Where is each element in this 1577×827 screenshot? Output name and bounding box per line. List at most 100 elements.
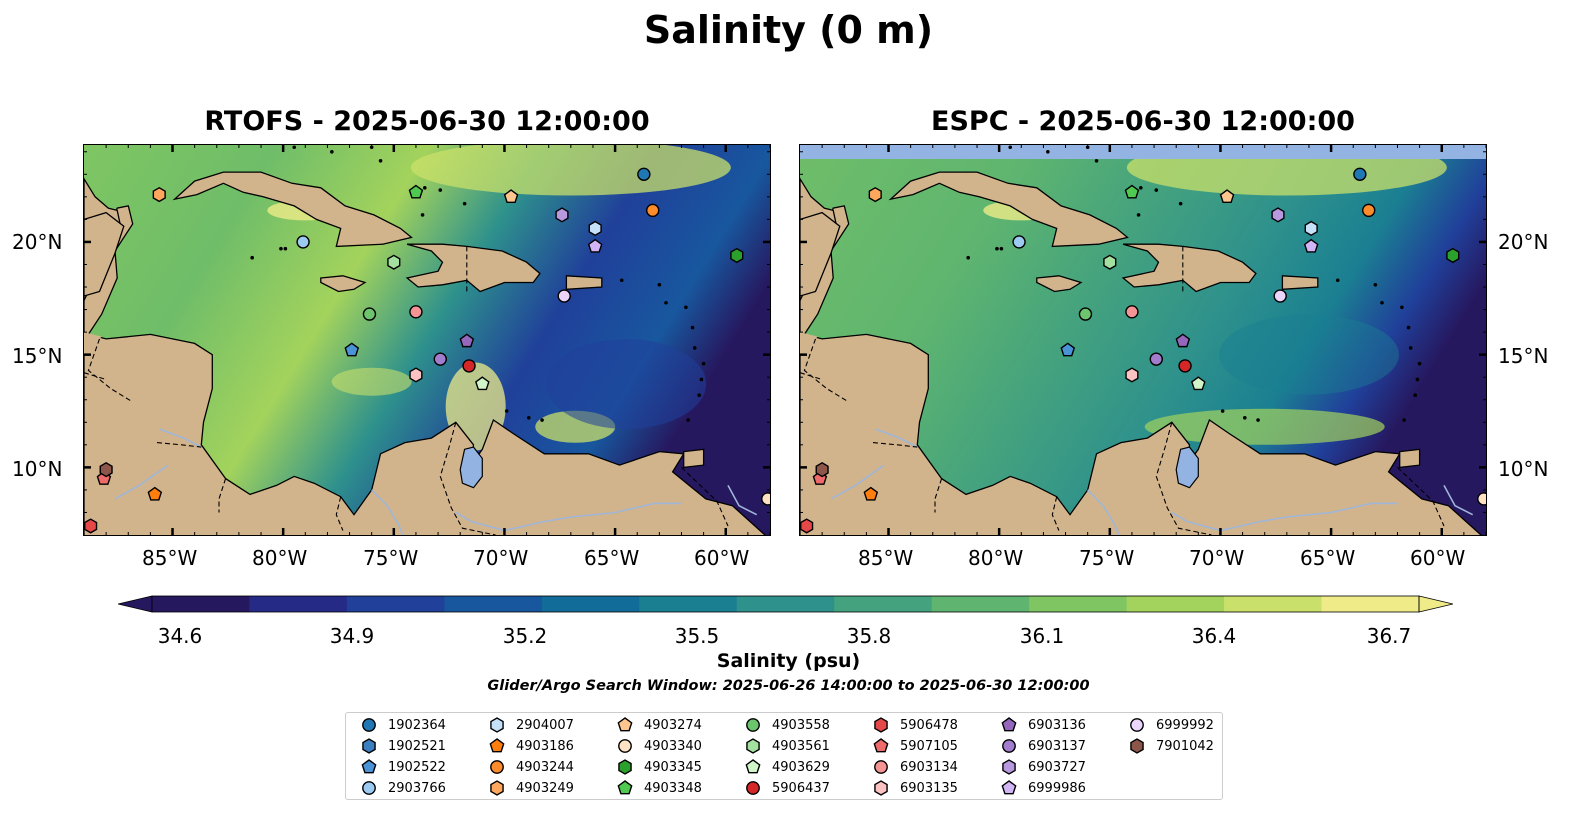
- legend-marker: [618, 759, 632, 775]
- map-panel-rtofs: [83, 144, 771, 536]
- small-island: [699, 377, 704, 382]
- legend-marker: [746, 781, 760, 795]
- legend-item: 4903348: [616, 778, 702, 798]
- land-yucatan-peninsula: [84, 211, 125, 297]
- colorbar-tick: 36.1: [1019, 624, 1065, 648]
- small-island: [1413, 393, 1417, 398]
- small-island: [995, 246, 999, 251]
- land-hispaniola: [1121, 243, 1257, 293]
- circle-marker-icon: [490, 760, 504, 774]
- legend-label: 7901042: [1156, 738, 1214, 754]
- float-marker-6903135: [1125, 367, 1139, 383]
- float-marker-1902364: [637, 167, 651, 182]
- salinity-patch: [1218, 314, 1399, 395]
- salinity-patch: [410, 145, 731, 196]
- land-cuba: [888, 171, 1129, 248]
- legend-item: 4903340: [616, 736, 702, 756]
- legend-item: 2903766: [360, 778, 446, 798]
- lon-label: 85°W: [858, 546, 914, 570]
- legend-label: 4903558: [772, 717, 830, 733]
- colorbar-extend-high: [1418, 595, 1454, 613]
- river: [1171, 502, 1398, 532]
- legend-label: 2903766: [388, 780, 446, 796]
- float-marker-6903727: [1271, 207, 1285, 223]
- land-yucatan-peninsula: [800, 211, 841, 297]
- small-island: [684, 305, 688, 310]
- small-island: [462, 201, 467, 206]
- lon-label: 80°W: [968, 546, 1024, 570]
- legend-marker: [1002, 739, 1016, 753]
- colorbar-segment: [639, 596, 738, 612]
- small-island: [1136, 213, 1141, 217]
- float-marker-4903186: [147, 486, 163, 501]
- legend-marker: [874, 760, 888, 774]
- legend-marker: [874, 780, 888, 796]
- panel-title-rtofs: RTOFS - 2025-06-30 12:00:00: [204, 106, 650, 137]
- river: [371, 489, 404, 535]
- small-island: [1417, 361, 1422, 366]
- river: [455, 502, 682, 532]
- legend-label: 4903186: [516, 738, 574, 754]
- small-island: [1178, 201, 1183, 206]
- colorbar-frame: [151, 595, 1420, 613]
- float-marker-5906478: [84, 518, 98, 534]
- colorbar-segment: [152, 596, 251, 612]
- small-island: [1220, 409, 1225, 413]
- float-marker-6999986: [1303, 238, 1319, 253]
- small-island: [1400, 305, 1404, 310]
- legend-marker: [618, 739, 632, 753]
- legend-marker: [489, 738, 505, 753]
- legend-item: 4903274: [616, 715, 702, 735]
- lon-label: 70°W: [1189, 546, 1245, 570]
- lon-label: 80°W: [252, 546, 308, 570]
- legend-marker: [617, 780, 633, 795]
- colorbar-gradient: [117, 595, 1454, 613]
- small-island: [420, 213, 425, 217]
- legend-item: 7901042: [1128, 736, 1214, 756]
- float-marker-4903558: [362, 307, 377, 321]
- legend-label: 6999992: [1156, 717, 1214, 733]
- legend-item: 6903137: [1000, 736, 1086, 756]
- legend-label: 1902522: [388, 759, 446, 775]
- legend-marker: [1001, 780, 1017, 795]
- search-window-text: Glider/Argo Search Window: 2025-06-26 14…: [487, 678, 1090, 694]
- float-marker-6903136: [1175, 333, 1191, 348]
- float-marker-4903345: [730, 247, 744, 264]
- small-island: [692, 346, 697, 350]
- float-marker-4903558: [1078, 307, 1093, 321]
- country-border: [1051, 496, 1060, 531]
- river: [727, 485, 758, 516]
- lon-label: 65°W: [1300, 546, 1356, 570]
- legend-marker: [490, 717, 504, 733]
- pentagon-marker-icon: [361, 759, 377, 774]
- small-island: [504, 409, 509, 413]
- legend-label: 4903274: [644, 717, 702, 733]
- small-island: [1373, 282, 1378, 287]
- colorbar-tick: 36.7: [1366, 624, 1412, 648]
- river: [874, 428, 918, 448]
- float-marker-6999992: [1273, 289, 1287, 303]
- small-island: [1094, 158, 1099, 163]
- no-data-band: [800, 145, 1486, 159]
- pentagon-marker-icon: [873, 738, 889, 753]
- colorbar-segment: [1224, 596, 1323, 612]
- colorbar-segment: [541, 596, 640, 612]
- small-island: [690, 325, 695, 330]
- land-fill: [84, 332, 102, 355]
- small-island: [250, 255, 254, 260]
- legend-marker: [1130, 718, 1144, 732]
- land-puerto-rico: [565, 275, 603, 290]
- legend-item: 5907105: [872, 736, 958, 756]
- colorbar-segment: [1321, 596, 1420, 612]
- lat-label: 20°N: [12, 230, 63, 254]
- colorbar-extend-low: [117, 595, 153, 613]
- legend-item: 4903561: [744, 736, 830, 756]
- legend: 1902364 1902521 1902522 2903766 2904007 49031…: [345, 712, 1223, 800]
- small-island: [657, 282, 662, 287]
- panel-title-espc: ESPC - 2025-06-30 12:00:00: [931, 106, 1355, 137]
- colorbar-tick: 35.2: [502, 624, 548, 648]
- land-jamaica: [1036, 275, 1083, 293]
- map-canvas-espc: [800, 145, 1486, 535]
- land-jamaica: [320, 275, 367, 293]
- lon-label: 85°W: [142, 546, 198, 570]
